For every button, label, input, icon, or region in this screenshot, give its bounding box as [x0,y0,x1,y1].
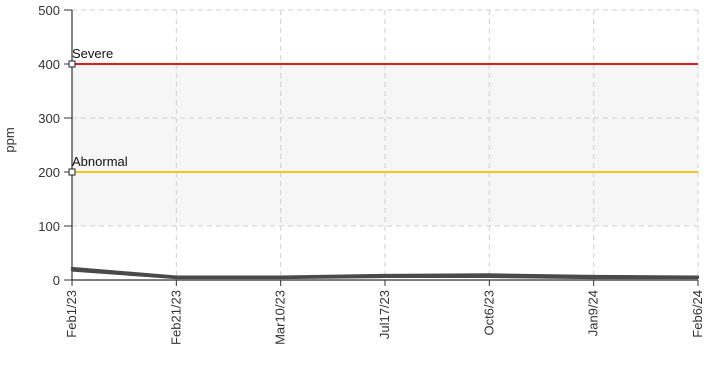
data-point [70,266,74,270]
x-tick-label: Jan9/24 [586,290,601,336]
data-point [175,276,178,280]
threshold-lines: Severe Abnormal [68,46,698,176]
y-tick-label: 0 [53,273,60,288]
x-tick-label: Feb1/23 [64,290,79,338]
threshold-marker-severe [68,60,76,68]
axes: 0 100 200 300 400 500 Feb1/23 Feb21/23 Mar10/23 J… [38,3,705,345]
threshold-marker-abnormal [68,168,76,176]
x-tick-label: Oct6/23 [481,290,496,336]
data-point [279,276,282,280]
x-tick-label: Feb21/23 [168,290,183,345]
y-tick-label: 400 [38,57,60,72]
threshold-label-abnormal: Abnormal [72,154,128,169]
data-point [696,276,700,280]
y-tick-label: 100 [38,219,60,234]
data-point [592,276,595,280]
threshold-label-severe: Severe [72,46,113,61]
data-point [488,273,491,276]
data-point [383,275,387,278]
data-series [70,266,700,280]
y-axis-label: ppm [2,127,17,152]
data-point [488,275,491,278]
y-tick-label: 200 [38,165,60,180]
x-tick-label: Feb6/24 [690,290,705,338]
y-tick-label: 500 [38,3,60,18]
x-tick-label: Mar10/23 [273,290,288,345]
x-tick-label: Jul17/23 [377,290,392,339]
y-tick-label: 300 [38,111,60,126]
data-point [70,269,74,272]
